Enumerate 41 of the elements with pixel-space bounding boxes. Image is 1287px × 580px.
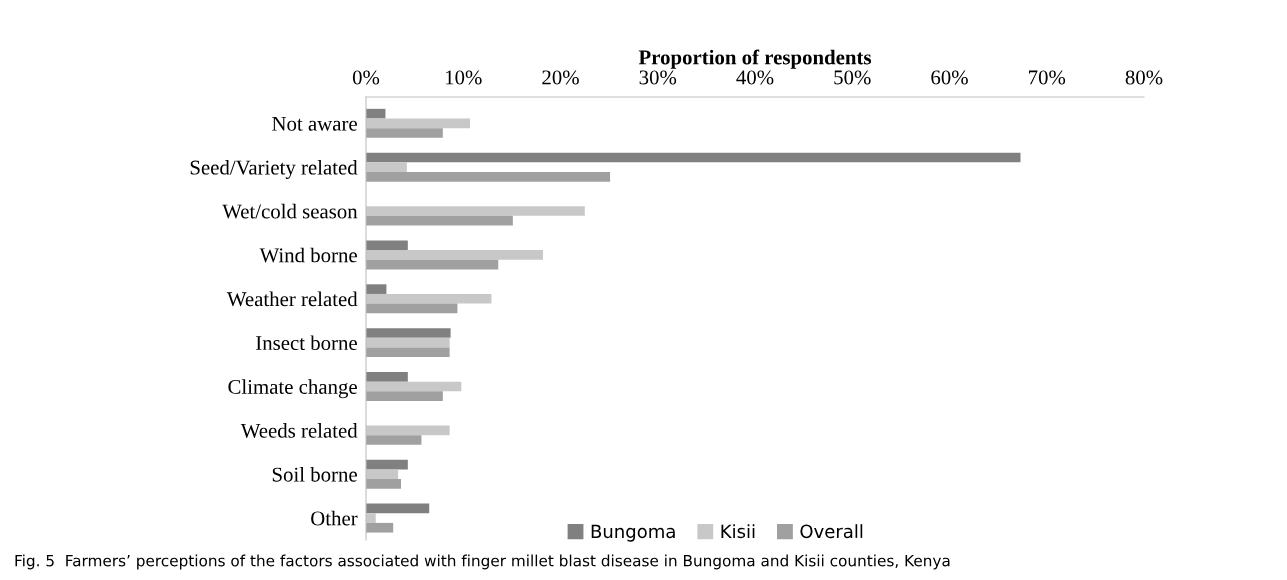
bar bbox=[366, 503, 430, 514]
bar bbox=[366, 240, 408, 251]
x-tick-label: 10% bbox=[445, 70, 482, 85]
bar bbox=[366, 435, 422, 445]
bar bbox=[366, 459, 408, 470]
bar bbox=[366, 372, 408, 382]
y-tick-label: Other bbox=[311, 510, 358, 526]
bar bbox=[366, 284, 387, 294]
bar bbox=[366, 128, 443, 138]
y-tick-label: Not aware bbox=[272, 116, 357, 131]
x-tick-label: 0% bbox=[352, 70, 380, 85]
y-tick-label: Soil borne bbox=[272, 466, 357, 482]
bar bbox=[366, 259, 499, 270]
caption: Fig. 5 Farmers’ perceptions of the factors associated with finger millet blast disease in Bungoma and Kisii counties, Kenya bbox=[15, 554, 950, 570]
legend-label: Kisii bbox=[721, 524, 755, 539]
bar bbox=[366, 522, 394, 533]
y-tick-label: Insect borne bbox=[256, 335, 357, 351]
bar bbox=[366, 479, 402, 489]
bar bbox=[366, 152, 1021, 163]
y-tick-label: Seed/Variety related bbox=[190, 159, 358, 179]
bar bbox=[366, 347, 450, 358]
x-tick-label: 70% bbox=[1029, 70, 1066, 85]
y-tick-label: Weather related bbox=[226, 291, 358, 307]
bar bbox=[366, 391, 443, 401]
legend-label: Overall bbox=[800, 524, 863, 539]
bar bbox=[366, 328, 451, 338]
x-tick-label: 30% bbox=[639, 70, 677, 85]
legend-label: Bungoma bbox=[591, 524, 675, 542]
y-tick-label: Weeds related bbox=[240, 423, 358, 438]
x-tick-label: 50% bbox=[834, 70, 871, 85]
x-tick-label: 20% bbox=[542, 70, 579, 85]
x-tick-label: 40% bbox=[736, 70, 774, 85]
y-tick-label: Climate change bbox=[228, 379, 357, 399]
y-tick-label: Wind borne bbox=[259, 247, 357, 263]
x-tick-label: 60% bbox=[931, 70, 968, 85]
x-tick-label: 80% bbox=[1125, 70, 1163, 85]
bar bbox=[366, 215, 513, 226]
y-tick-label: Wet/cold season bbox=[222, 203, 358, 219]
bar bbox=[366, 303, 458, 314]
bar bbox=[366, 172, 611, 182]
x-axis-title: Proportion of respondents bbox=[638, 49, 872, 69]
